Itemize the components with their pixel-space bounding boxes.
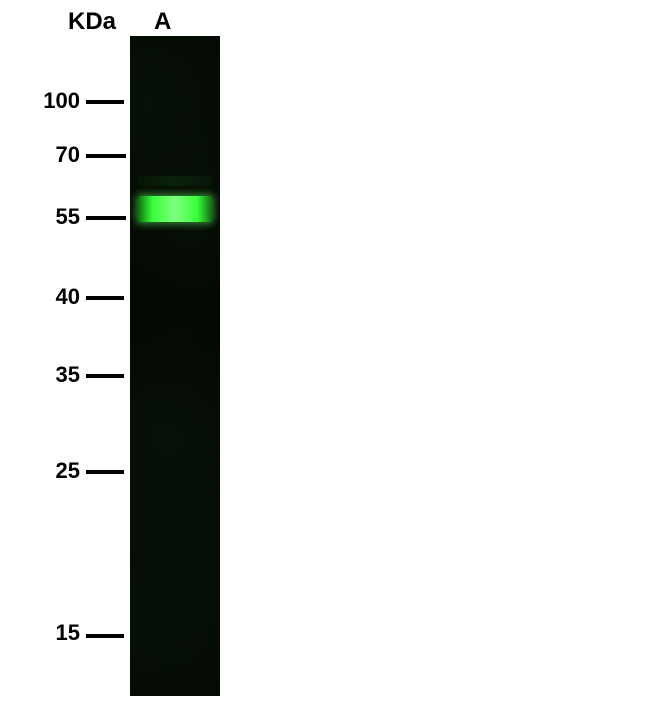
marker-100-tick <box>86 100 124 104</box>
main-band <box>138 196 212 222</box>
marker-40-tick <box>86 296 124 300</box>
lane-a-label: A <box>154 8 171 36</box>
marker-55-label: 55 <box>30 204 80 230</box>
kda-header-label: KDa <box>68 8 116 36</box>
lane-a <box>130 36 220 696</box>
lane-background-noise <box>130 36 220 696</box>
marker-25-tick <box>86 470 124 474</box>
faint-band-upper <box>138 176 212 186</box>
marker-15-tick <box>86 634 124 638</box>
marker-35-tick <box>86 374 124 378</box>
marker-40-label: 40 <box>30 284 80 310</box>
marker-55-tick <box>86 216 126 220</box>
marker-100-label: 100 <box>30 88 80 114</box>
marker-15-label: 15 <box>30 620 80 646</box>
marker-70-label: 70 <box>30 142 80 168</box>
marker-25-label: 25 <box>30 458 80 484</box>
western-blot-figure: KDa A 100 70 55 40 35 25 15 <box>0 0 650 709</box>
marker-70-tick <box>86 154 126 158</box>
marker-35-label: 35 <box>30 362 80 388</box>
